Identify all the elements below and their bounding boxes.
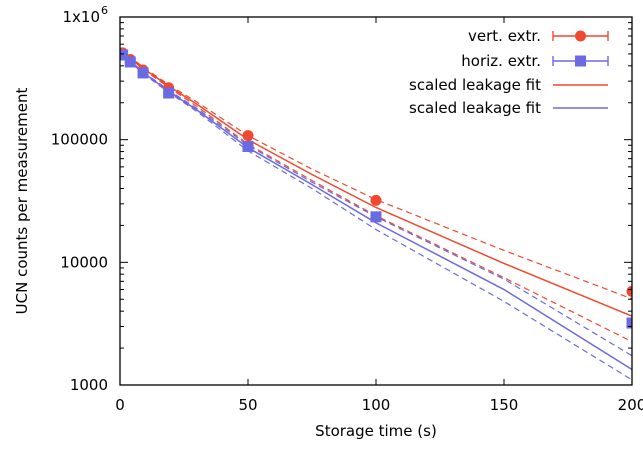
x-tick-label: 50 bbox=[238, 396, 257, 414]
legend: vert. extr. horiz. extr. scaled leakage fi… bbox=[409, 27, 609, 117]
data-point-square bbox=[626, 317, 632, 329]
x-axis-label: Storage time (s) bbox=[315, 422, 437, 440]
legend-label: scaled leakage fit bbox=[409, 76, 541, 94]
labels-layer: 0 50 100 150 200 1000 10000 100000 1x10 6 bbox=[51, 4, 643, 414]
legend-label: horiz. extr. bbox=[461, 52, 541, 70]
data-point-square bbox=[124, 56, 136, 68]
x-tick-label: 0 bbox=[115, 396, 125, 414]
y-tick-label: 1000 bbox=[70, 376, 108, 394]
y-tick-label: 100000 bbox=[51, 131, 108, 149]
y-axis-label: UCN counts per measurement bbox=[13, 88, 31, 315]
data-point-circle bbox=[370, 194, 382, 206]
data-point-square bbox=[120, 49, 129, 61]
fit-band-upper bbox=[120, 51, 632, 357]
data-point-square bbox=[370, 211, 382, 223]
x-tick-label: 100 bbox=[362, 396, 391, 414]
legend-label: vert. extr. bbox=[468, 27, 541, 45]
legend-label: scaled leakage fit bbox=[409, 99, 541, 117]
fit-band-lower bbox=[120, 49, 632, 343]
y-tick-label-exponent: 6 bbox=[101, 4, 108, 17]
data-point-square bbox=[137, 67, 149, 79]
x-tick-label: 200 bbox=[618, 396, 643, 414]
x-tick-label: 150 bbox=[490, 396, 519, 414]
legend-marker-square bbox=[575, 55, 586, 67]
data-point-circle bbox=[626, 285, 632, 297]
data-point-square bbox=[163, 87, 175, 99]
legend-marker-circle bbox=[575, 30, 586, 42]
y-tick-label: 1x10 bbox=[62, 8, 100, 26]
fit-band-upper bbox=[120, 48, 632, 300]
ticks-layer bbox=[119, 16, 633, 386]
plot-layer bbox=[120, 47, 632, 381]
data-point-circle bbox=[242, 130, 254, 142]
y-tick-label: 10000 bbox=[60, 253, 108, 271]
data-point-square bbox=[242, 140, 254, 152]
fit-line bbox=[120, 49, 632, 317]
